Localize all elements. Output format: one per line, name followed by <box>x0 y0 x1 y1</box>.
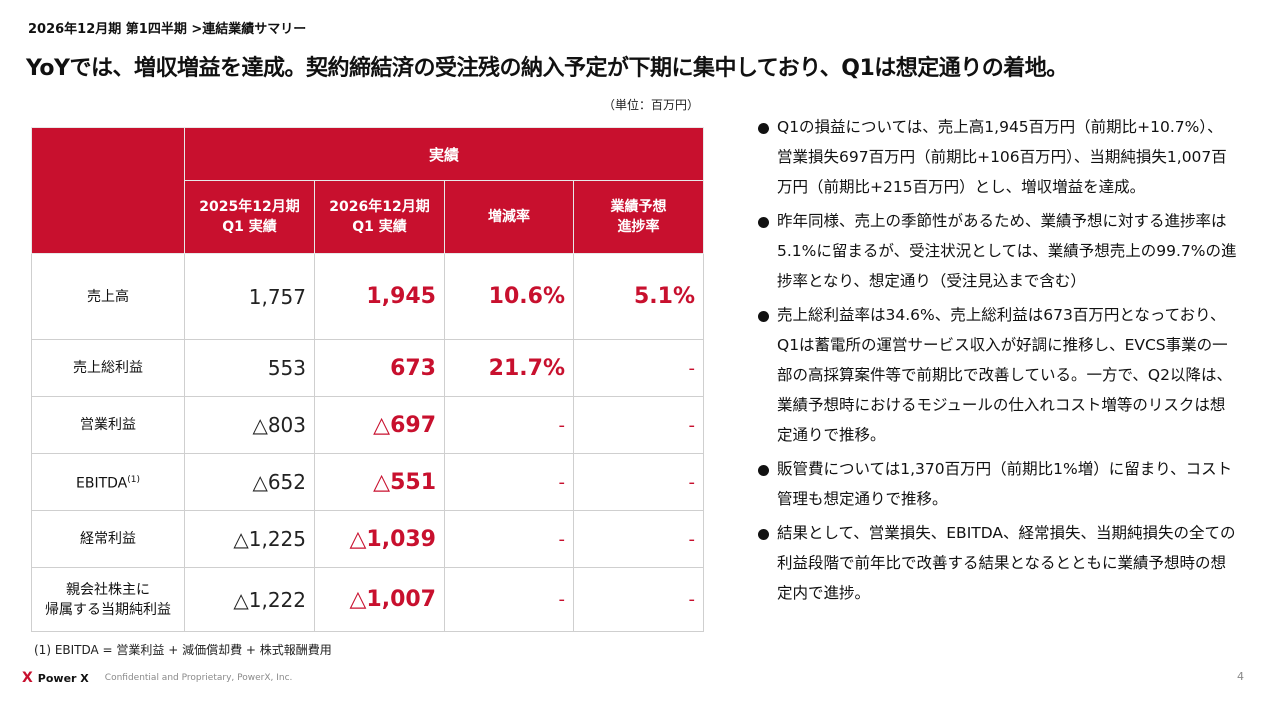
progress-value: - <box>572 396 705 454</box>
curr-value: 1,945 <box>314 253 445 340</box>
row-label: 経常利益 <box>31 510 185 568</box>
list-item: 昨年同様、売上の季節性があるため、業績予想に対する進捗率は5.1%に留まるが、受… <box>757 206 1237 296</box>
prev-value: △652 <box>184 453 315 511</box>
bullet-icon <box>758 311 769 322</box>
table-row: 経常利益 △1,225 △1,039 - - <box>31 510 705 568</box>
progress-value: - <box>572 510 705 568</box>
table-corner-cell <box>31 127 185 254</box>
bullet-icon <box>758 529 769 540</box>
page-number: 4 <box>1237 670 1244 683</box>
bullet-icon <box>758 217 769 228</box>
prev-value: 553 <box>184 339 315 397</box>
yoy-value: - <box>444 567 574 632</box>
progress-value: - <box>572 339 705 397</box>
yoy-value: - <box>444 396 574 454</box>
logo-text: Power X <box>37 671 89 685</box>
yoy-value: 21.7% <box>444 339 574 397</box>
table-row: EBITDA(1) △652 △551 - - <box>31 453 705 511</box>
row-label: EBITDA(1) <box>31 453 185 511</box>
confidential-note: Confidential and Proprietary, PowerX, In… <box>104 673 293 683</box>
list-item: 販管費については1,370百万円（前期比1%増）に留まり、コスト管理も想定通りで… <box>757 454 1237 514</box>
progress-value: 5.1% <box>572 253 705 340</box>
yoy-value: - <box>444 453 574 511</box>
table-footnote: (1) EBITDA = 営業利益 + 減価償却費 + 株式報酬費用 <box>34 643 332 657</box>
curr-value: △1,007 <box>314 567 445 632</box>
prev-value: △1,225 <box>184 510 315 568</box>
curr-value: △551 <box>314 453 445 511</box>
breadcrumb: 2026年12月期 第1四半期 >連結業績サマリー <box>28 22 307 37</box>
row-label: 親会社株主に 帰属する当期純利益 <box>31 567 185 632</box>
yoy-value: - <box>444 510 574 568</box>
row-label: 売上総利益 <box>31 339 185 397</box>
table-row: 売上総利益 553 673 21.7% - <box>31 339 705 397</box>
yoy-value: 10.6% <box>444 253 574 340</box>
page-title: YoYでは、増収増益を達成。契約締結済の受注残の納入予定が下期に集中しており、Q… <box>26 56 1068 81</box>
progress-value: - <box>572 567 705 632</box>
prev-value: △1,222 <box>184 567 315 632</box>
column-header: 2026年12月期 Q1 実績 <box>314 180 445 254</box>
unit-label: （単位：百万円） <box>603 98 700 112</box>
footnote-marker: (1) <box>127 475 140 486</box>
prev-value: △803 <box>184 396 315 454</box>
table-row: 売上高 1,757 1,945 10.6% 5.1% <box>31 253 705 340</box>
list-item: 売上総利益率は34.6%、売上総利益は673百万円となっており、Q1は蓄電所の運… <box>757 300 1237 450</box>
list-item: Q1の損益については、売上高1,945百万円（前期比+10.7%）、営業損失69… <box>757 112 1237 202</box>
table-row: 営業利益 △803 △697 - - <box>31 396 705 454</box>
commentary-list: Q1の損益については、売上高1,945百万円（前期比+10.7%）、営業損失69… <box>757 112 1237 612</box>
bullet-icon <box>758 123 769 134</box>
list-item: 結果として、営業損失、EBITDA、経常損失、当期純損失の全ての利益段階で前年比… <box>757 518 1237 608</box>
column-header: 2025年12月期 Q1 実績 <box>184 180 315 254</box>
bullet-icon <box>758 465 769 476</box>
column-header: 業績予想 進捗率 <box>572 180 705 254</box>
logo-x-icon: X <box>22 670 33 686</box>
footer: X Power X Confidential and Proprietary, … <box>22 670 292 686</box>
table-row: 親会社株主に 帰属する当期純利益 △1,222 △1,007 - - <box>31 567 705 632</box>
curr-value: △1,039 <box>314 510 445 568</box>
progress-value: - <box>572 453 705 511</box>
curr-value: △697 <box>314 396 445 454</box>
prev-value: 1,757 <box>184 253 315 340</box>
row-label: 営業利益 <box>31 396 185 454</box>
group-header: 実績 <box>183 127 705 181</box>
column-header: 増減率 <box>444 180 574 254</box>
results-table: 実績 2025年12月期 Q1 実績 2026年12月期 Q1 実績 増減率 業績予… <box>31 127 705 632</box>
curr-value: 673 <box>314 339 445 397</box>
row-label: 売上高 <box>31 253 185 340</box>
